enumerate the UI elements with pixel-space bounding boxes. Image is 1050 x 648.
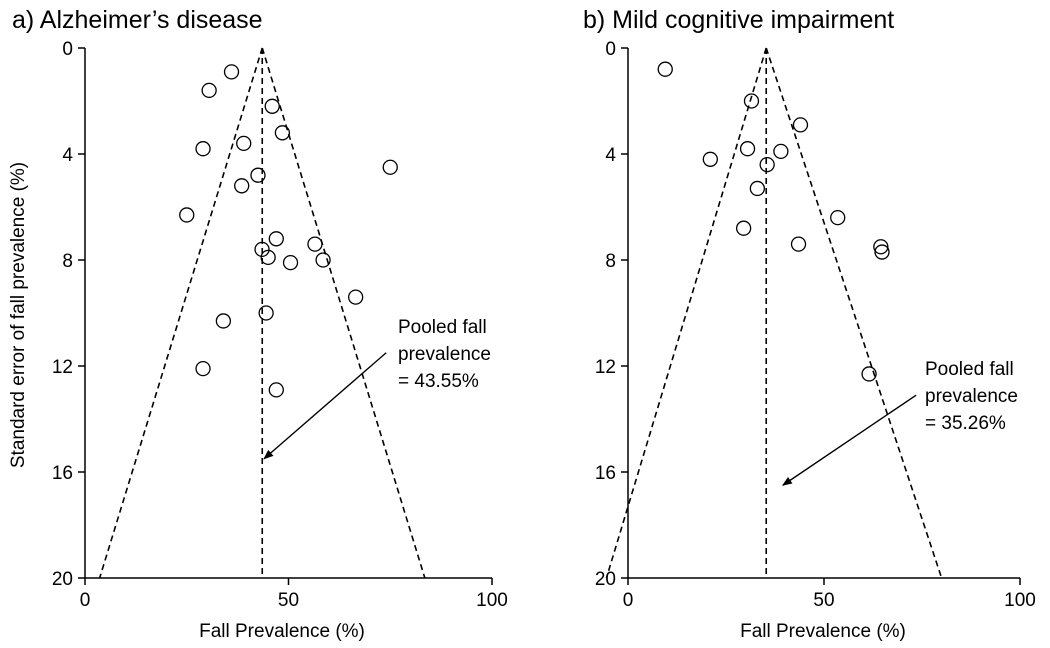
data-point (268, 382, 284, 398)
data-point (274, 125, 291, 141)
pooled-annotation: Pooled fall prevalence = 35.26% (782, 359, 1018, 486)
data-point (195, 360, 211, 377)
funnel-lines (605, 47, 943, 579)
x-tick-label: 100 (1004, 590, 1036, 611)
annotation-line: = 35.26% (925, 413, 1006, 434)
data-point (260, 249, 276, 266)
data-point (223, 64, 240, 80)
data-point (657, 61, 673, 77)
data-point (258, 305, 274, 321)
funnel-right-line (261, 47, 426, 579)
annotation-line: prevalence (398, 344, 491, 365)
x-tick-label: 50 (813, 590, 834, 611)
data-point (215, 313, 232, 329)
annotation-line: = 43.55% (398, 371, 479, 392)
data-point (830, 209, 846, 226)
y-tick-label: 0 (62, 39, 73, 60)
y-tick-label: 20 (52, 569, 73, 590)
funnel-left-line (98, 47, 264, 579)
y-tick-label: 8 (62, 251, 73, 272)
x-tick-label: 50 (278, 590, 299, 611)
data-point (268, 231, 284, 247)
data-point (195, 141, 211, 157)
chart-title: a) Alzheimer’s disease (12, 6, 263, 34)
data-point (254, 241, 270, 258)
data-point (873, 239, 889, 255)
funnel-left-line (605, 47, 767, 579)
data-point (348, 289, 364, 305)
data-point (743, 93, 760, 109)
annotation-line: prevalence (925, 386, 1018, 407)
data-point (234, 178, 250, 194)
data-point (382, 159, 398, 175)
data-point (861, 366, 877, 382)
data-point (874, 244, 890, 260)
annotation-arrow (263, 352, 387, 460)
y-tick-label: 4 (605, 145, 616, 166)
data-points (657, 61, 890, 382)
data-point (236, 135, 252, 152)
funnel-right-line (765, 47, 943, 579)
data-point (759, 156, 775, 173)
data-point (749, 180, 766, 197)
panel-alzheimers: a) Alzheimer’s disease Standard error of… (8, 6, 508, 642)
data-point (179, 207, 195, 223)
chart-title: b) Mild cognitive impairment (583, 6, 894, 34)
y-tick-label: 16 (52, 463, 73, 484)
y-tick-label: 12 (52, 357, 73, 378)
data-point (790, 236, 807, 252)
y-axis-label: Standard error of fall prevalence (%) (8, 162, 29, 468)
data-point (264, 98, 280, 114)
annotation-arrow (782, 394, 917, 486)
annotation-line: Pooled fall (398, 317, 487, 338)
data-point (702, 151, 718, 167)
x-tick-label: 100 (476, 590, 508, 611)
axes: 0 4 8 12 16 20 0 50 100 (52, 39, 508, 611)
data-point (282, 254, 299, 271)
data-point (307, 236, 323, 252)
panel-mci: b) Mild cognitive impairment Fall Preval… (583, 6, 1036, 642)
data-point (773, 143, 789, 160)
y-tick-label: 20 (595, 569, 616, 590)
y-tick-label: 16 (595, 463, 616, 484)
x-axis-label: Fall Prevalence (%) (740, 621, 906, 642)
data-points (179, 64, 398, 398)
x-tick-label: 0 (80, 590, 91, 611)
x-axis-label: Fall Prevalence (%) (199, 621, 365, 642)
y-tick-label: 8 (605, 251, 616, 272)
y-tick-label: 12 (595, 357, 616, 378)
data-point (739, 141, 756, 157)
y-tick-label: 4 (62, 145, 73, 166)
axes: 0 4 8 12 16 20 0 50 100 (595, 39, 1036, 611)
funnel-lines (98, 47, 426, 579)
annotation-line: Pooled fall (925, 359, 1014, 380)
data-point (315, 252, 331, 268)
pooled-annotation: Pooled fall prevalence = 43.55% (263, 317, 491, 460)
data-point (735, 220, 752, 236)
data-point (250, 167, 266, 183)
data-point (201, 82, 217, 99)
y-tick-label: 0 (605, 39, 616, 60)
x-tick-label: 0 (623, 590, 634, 611)
data-point (792, 117, 809, 133)
